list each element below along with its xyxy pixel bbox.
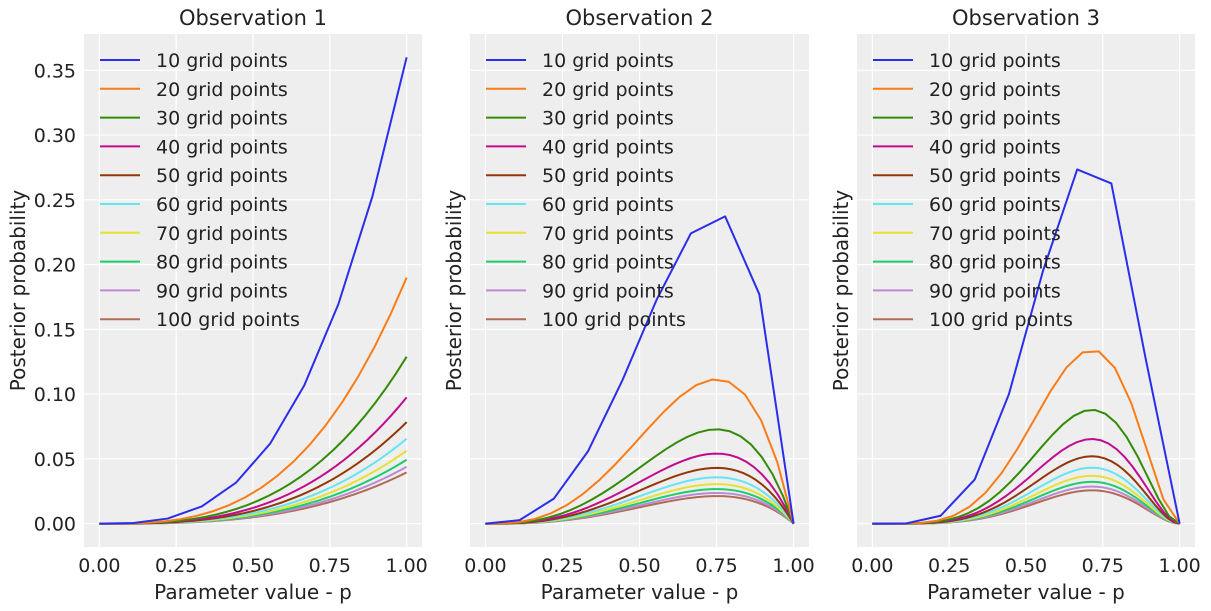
legend-label: 60 grid points (929, 194, 1061, 216)
subplot-2: 0.00 0.25 0.50 0.75 1.00 Observation 2 Paramet… (442, 6, 815, 604)
legend-label: 100 grid points (929, 309, 1073, 331)
legend-label: 90 grid points (929, 280, 1061, 302)
legend-label: 30 grid points (929, 108, 1061, 130)
x-tick-label: 0.25 (155, 555, 197, 577)
y-tick-label: 0.10 (34, 384, 76, 406)
x-tick-label: 0.00 (78, 555, 120, 577)
legend-label: 90 grid points (542, 280, 674, 302)
y-tick-label: 0.05 (34, 449, 76, 471)
series-line-30-grid-points (485, 428, 795, 525)
legend-label: 30 grid points (542, 108, 674, 130)
legend-label: 50 grid points (156, 165, 288, 187)
y-axis-label: Posterior probability (829, 190, 853, 392)
x-tick-label: 1.00 (385, 555, 427, 577)
legend-label: 100 grid points (156, 309, 300, 331)
series-line-20-grid-points (872, 350, 1181, 525)
legend-label: 40 grid points (542, 136, 674, 158)
legend-label: 100 grid points (542, 309, 686, 331)
legend-label: 10 grid points (542, 50, 674, 72)
x-tick-label: 0.50 (618, 555, 660, 577)
x-tick-label: 0.00 (851, 555, 893, 577)
x-tick-label: 1.00 (772, 555, 814, 577)
legend: 10 grid points 20 grid points 30 grid poin… (100, 50, 300, 331)
x-axis-label: Parameter value - p (154, 580, 352, 604)
chart-title: Observation 3 (952, 6, 1100, 30)
legend-label: 50 grid points (542, 165, 674, 187)
x-tick-label: 0.00 (464, 555, 506, 577)
x-axis-label: Parameter value - p (927, 580, 1125, 604)
series-line-20-grid-points (485, 378, 795, 525)
y-tick-label: 0.15 (34, 319, 76, 341)
series-line-10-grid-points (99, 57, 408, 525)
legend-label: 80 grid points (929, 252, 1061, 274)
y-tick-label: 0.35 (34, 60, 76, 82)
chart-title: Observation 1 (179, 6, 327, 30)
legend: 10 grid points 20 grid points 30 grid poin… (486, 50, 686, 331)
legend-label: 10 grid points (156, 50, 288, 72)
series-line-10-grid-points (485, 215, 795, 525)
legend-label: 70 grid points (156, 223, 288, 245)
x-tick-label: 0.25 (928, 555, 970, 577)
legend: 10 grid points 20 grid points 30 grid poin… (873, 50, 1073, 331)
y-tick-label: 0.30 (34, 125, 76, 147)
x-tick-label: 0.50 (1005, 555, 1047, 577)
y-tick-label: 0.25 (34, 190, 76, 212)
x-tick-label: 0.75 (1082, 555, 1124, 577)
chart-title: Observation 2 (566, 6, 714, 30)
legend-label: 90 grid points (156, 280, 288, 302)
subplot-3: 0.00 0.25 0.50 0.75 1.00 Observation 3 Paramet… (829, 6, 1201, 604)
x-tick-label: 0.50 (232, 555, 274, 577)
series-line-20-grid-points (99, 277, 408, 525)
legend-label: 80 grid points (156, 252, 288, 274)
x-tick-label: 0.25 (541, 555, 583, 577)
legend-label: 70 grid points (542, 223, 674, 245)
x-tick-label: 0.75 (309, 555, 351, 577)
series-line-10-grid-points (872, 168, 1181, 525)
legend-label: 80 grid points (542, 252, 674, 274)
subplot-1: 0.00 0.25 0.50 0.75 1.00 0.00 0.05 0.10 0.15 0.20… (6, 6, 428, 604)
x-axis-label: Parameter value - p (541, 580, 739, 604)
legend-label: 30 grid points (156, 108, 288, 130)
legend-label: 50 grid points (929, 165, 1061, 187)
x-tick-label: 0.75 (695, 555, 737, 577)
legend-label: 70 grid points (929, 223, 1061, 245)
y-tick-label: 0.00 (34, 514, 76, 536)
legend-label: 20 grid points (542, 79, 674, 101)
x-tick-label: 1.00 (1158, 555, 1200, 577)
y-tick-label: 0.20 (34, 255, 76, 277)
legend-label: 20 grid points (929, 79, 1061, 101)
legend-label: 10 grid points (929, 50, 1061, 72)
y-axis-label: Posterior probability (442, 190, 466, 392)
legend-label: 40 grid points (156, 136, 288, 158)
legend-label: 60 grid points (542, 194, 674, 216)
legend-label: 40 grid points (929, 136, 1061, 158)
legend-label: 60 grid points (156, 194, 288, 216)
legend-label: 20 grid points (156, 79, 288, 101)
y-axis-label: Posterior probability (6, 190, 30, 392)
